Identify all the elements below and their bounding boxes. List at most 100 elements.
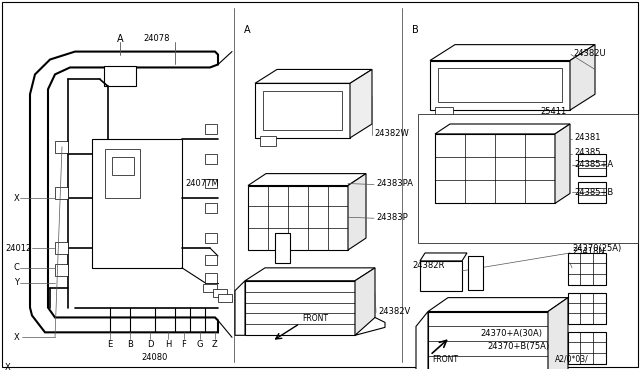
Text: 24385: 24385 [574, 148, 600, 157]
Bar [205, 154, 217, 164]
Text: 24383PA: 24383PA [376, 179, 413, 188]
Circle shape [301, 226, 315, 240]
Text: 24012: 24012 [5, 244, 31, 253]
Bar [263, 91, 342, 130]
Bar [578, 154, 606, 176]
Polygon shape [235, 281, 245, 335]
Bar [55, 187, 68, 199]
Bar [112, 157, 134, 174]
Polygon shape [355, 317, 385, 335]
Polygon shape [245, 268, 375, 281]
Text: A2/0*03/: A2/0*03/ [555, 355, 589, 363]
Text: B: B [412, 25, 419, 35]
Text: FRONT: FRONT [432, 355, 458, 363]
Circle shape [251, 226, 265, 240]
Circle shape [527, 177, 543, 193]
Circle shape [447, 143, 463, 159]
Polygon shape [255, 70, 372, 83]
Bar [205, 179, 217, 189]
Bar [203, 284, 217, 292]
Bar [568, 332, 606, 364]
Text: G: G [196, 340, 204, 349]
Circle shape [117, 169, 129, 180]
Circle shape [527, 143, 543, 159]
Circle shape [416, 342, 428, 354]
Bar [205, 255, 217, 265]
Text: 24382R: 24382R [412, 262, 444, 270]
Polygon shape [430, 45, 595, 61]
Text: X: X [5, 363, 11, 372]
Text: C: C [14, 263, 20, 272]
Bar [438, 68, 562, 102]
Circle shape [276, 195, 290, 208]
Text: 24077M: 24077M [185, 179, 219, 188]
Circle shape [301, 195, 315, 208]
Text: 24370+B(75A): 24370+B(75A) [487, 342, 549, 351]
Polygon shape [420, 253, 467, 261]
Text: 24381: 24381 [574, 134, 600, 142]
Text: A: A [244, 25, 251, 35]
Circle shape [276, 226, 290, 240]
Bar [55, 264, 68, 276]
Polygon shape [355, 268, 375, 335]
Bar [213, 289, 227, 296]
Circle shape [251, 195, 265, 208]
Polygon shape [248, 174, 366, 186]
Bar [435, 134, 555, 203]
Polygon shape [468, 256, 483, 290]
Bar [248, 186, 348, 250]
Bar [430, 61, 570, 110]
Text: F: F [182, 340, 186, 349]
Text: 25411: 25411 [540, 107, 566, 116]
Text: X: X [14, 333, 20, 342]
Text: 24385+A: 24385+A [574, 160, 613, 169]
Circle shape [326, 226, 340, 240]
Polygon shape [548, 298, 568, 372]
Bar [55, 141, 68, 153]
Text: 24385+B: 24385+B [574, 188, 613, 197]
Bar [205, 273, 217, 283]
Bar [428, 311, 548, 372]
Text: 24370(25A): 24370(25A) [572, 244, 621, 253]
Bar [568, 293, 606, 324]
Text: 24382U: 24382U [573, 49, 605, 58]
Circle shape [235, 302, 245, 312]
Bar [568, 253, 606, 285]
Bar [205, 203, 217, 213]
Bar [205, 233, 217, 243]
Polygon shape [435, 124, 570, 134]
Bar [260, 136, 276, 146]
Polygon shape [275, 233, 290, 263]
Bar [418, 114, 638, 243]
Circle shape [276, 240, 288, 252]
Bar [435, 107, 453, 119]
Bar [104, 67, 136, 86]
Circle shape [487, 177, 503, 193]
Circle shape [441, 269, 455, 283]
Text: X: X [14, 194, 20, 203]
Text: 24080: 24080 [142, 353, 168, 362]
Text: 24382W: 24382W [374, 129, 409, 138]
Bar [105, 149, 140, 198]
Text: H: H [165, 340, 171, 349]
Bar [245, 281, 355, 335]
Text: D: D [147, 340, 153, 349]
Bar [55, 242, 68, 254]
Bar [578, 182, 606, 203]
Text: 24383P: 24383P [376, 213, 408, 222]
Circle shape [423, 269, 437, 283]
Text: FRONT: FRONT [302, 314, 328, 323]
Text: 24370+A(30A): 24370+A(30A) [480, 329, 542, 338]
Bar [92, 139, 182, 268]
Bar [218, 294, 232, 302]
Polygon shape [30, 52, 218, 332]
Text: Y: Y [14, 278, 19, 287]
Polygon shape [428, 298, 568, 311]
Polygon shape [570, 45, 595, 110]
Polygon shape [350, 70, 372, 138]
Text: E: E [108, 340, 113, 349]
Text: 24078: 24078 [143, 34, 170, 43]
Polygon shape [348, 174, 366, 250]
Text: Z: Z [212, 340, 218, 349]
Polygon shape [255, 83, 350, 138]
